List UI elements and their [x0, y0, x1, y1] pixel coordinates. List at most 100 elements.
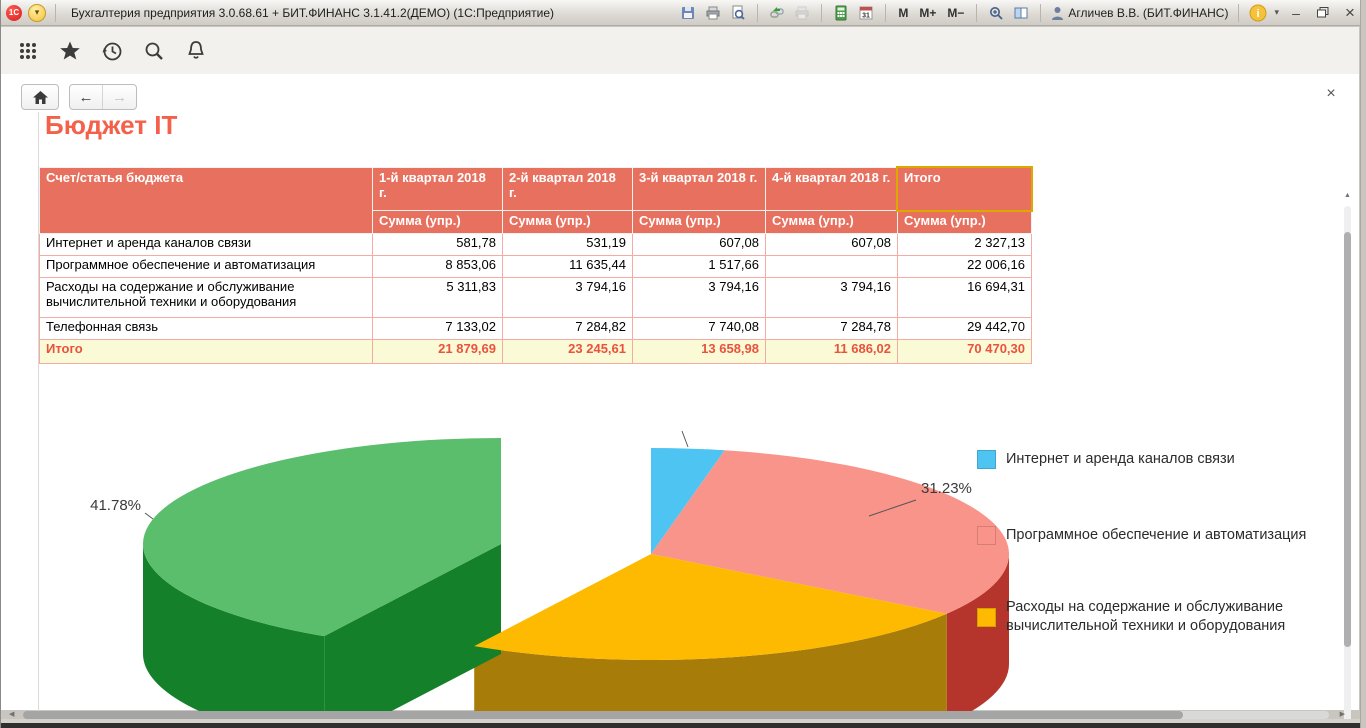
column-header-2[interactable]: 2-й квартал 2018 г. — [502, 167, 633, 211]
legend-swatch — [977, 450, 996, 470]
amount-cell[interactable]: 16 694,31 — [897, 277, 1032, 318]
scroll-up-arrow[interactable]: ▲ — [1344, 192, 1351, 199]
split-view-icon[interactable] — [1012, 4, 1030, 22]
pie-label-leader — [681, 430, 689, 448]
amount-cell[interactable]: 3 794,16 — [765, 277, 898, 318]
total-amount-cell[interactable]: 21 879,69 — [372, 339, 503, 364]
amount-cell[interactable]: 531,19 — [502, 233, 633, 256]
amount-cell[interactable]: 7 284,82 — [502, 317, 633, 340]
column-header-5[interactable]: Итого — [896, 166, 1034, 213]
budget-table-header: Счет/статья бюджета 1-й квартал 2018 г. 2… — [39, 166, 1034, 234]
amount-cell[interactable]: 5 311,83 — [372, 277, 503, 318]
amount-cell[interactable]: 3 794,16 — [632, 277, 766, 318]
apps-menu-icon[interactable] — [17, 40, 39, 62]
amount-cell[interactable]: 22 006,16 — [897, 255, 1032, 278]
pie-slice-side[interactable] — [474, 613, 947, 711]
scroll-right-arrow[interactable]: ▶ — [1339, 711, 1345, 718]
memory-m-minus-button[interactable]: M− — [947, 5, 965, 20]
amount-cell[interactable]: 3 794,16 — [502, 277, 633, 318]
horizontal-scroll-thumb[interactable] — [23, 711, 1183, 719]
row-label[interactable]: Расходы на содержание и обслуживание выч… — [39, 277, 373, 318]
total-label[interactable]: Итого — [39, 339, 373, 364]
home-icon — [32, 90, 48, 104]
amount-cell[interactable]: 11 635,44 — [502, 255, 633, 278]
current-user[interactable]: Агличев В.В. (БИТ.ФИНАНС) — [1051, 6, 1228, 20]
forward-button[interactable]: → — [112, 88, 127, 106]
sub-header-3[interactable]: Сумма (упр.) — [632, 210, 766, 234]
home-button[interactable] — [21, 84, 59, 110]
amount-cell[interactable]: 607,08 — [765, 233, 898, 256]
restore-button[interactable] — [1313, 5, 1333, 21]
window-bottom-border — [0, 719, 1366, 723]
amount-cell[interactable]: 7 133,02 — [372, 317, 503, 340]
budget-table: Счет/статья бюджета 1-й квартал 2018 г. 2… — [39, 166, 1034, 364]
legend-swatch — [977, 607, 996, 627]
row-label[interactable]: Телефонная связь — [39, 317, 373, 340]
pie-slice-cut-face[interactable] — [324, 544, 501, 711]
pie-slice-top[interactable] — [142, 438, 502, 637]
legend-swatch — [977, 526, 996, 546]
search-icon[interactable] — [143, 40, 165, 62]
amount-cell[interactable]: 29 442,70 — [897, 317, 1032, 340]
horizontal-scroll-track[interactable] — [23, 711, 1329, 719]
print-icon[interactable] — [704, 4, 722, 22]
sub-header-5[interactable]: Сумма (упр.) — [897, 210, 1032, 234]
sub-header-4[interactable]: Сумма (упр.) — [765, 210, 898, 234]
column-header-4[interactable]: 4-й квартал 2018 г. — [765, 167, 898, 211]
calculator-icon[interactable] — [832, 4, 850, 22]
separator — [885, 3, 887, 22]
pie-percent-label: 31.23% — [921, 480, 972, 497]
column-header-3[interactable]: 3-й квартал 2018 г. — [632, 167, 766, 211]
calendar-icon[interactable]: 31 — [857, 4, 875, 22]
export-link-icon[interactable] — [768, 4, 786, 22]
pie-slice-top[interactable] — [474, 554, 947, 660]
amount-cell[interactable]: 2 327,13 — [897, 233, 1032, 256]
info-icon[interactable]: i — [1249, 4, 1267, 22]
zoom-icon[interactable] — [987, 4, 1005, 22]
minimize-button[interactable]: – — [1292, 4, 1300, 21]
info-dropdown-arrow[interactable]: ▾ — [1274, 7, 1279, 17]
amount-cell[interactable]: 1 517,66 — [632, 255, 766, 278]
amount-cell[interactable]: 581,78 — [372, 233, 503, 256]
total-amount-cell[interactable]: 13 658,98 — [632, 339, 766, 364]
favorites-star-icon[interactable] — [59, 40, 81, 62]
row-label[interactable]: Программное обеспечение и автоматизация — [39, 255, 373, 278]
notifications-bell-icon[interactable] — [185, 40, 207, 62]
amount-cell[interactable]: 607,08 — [632, 233, 766, 256]
amount-cell[interactable] — [765, 255, 898, 278]
total-amount-cell[interactable]: 11 686,02 — [765, 339, 898, 364]
total-amount-cell[interactable]: 23 245,61 — [502, 339, 633, 364]
pie-slice-side[interactable] — [143, 544, 325, 711]
close-form-button[interactable]: × — [1326, 85, 1336, 102]
budget-pie-chart[interactable]: 3.3%31.23%41.78% — [40, 430, 1051, 711]
amount-cell[interactable]: 7 740,08 — [632, 317, 766, 340]
history-clock-icon[interactable] — [101, 40, 123, 62]
amount-cell[interactable]: 7 284,78 — [765, 317, 898, 340]
sub-header-2[interactable]: Сумма (упр.) — [502, 210, 633, 234]
corner-header-cell[interactable]: Счет/статья бюджета — [39, 167, 373, 234]
vertical-scrollbar: ▲ ▼ — [1343, 192, 1352, 728]
column-header-1[interactable]: 1-й квартал 2018 г. — [372, 167, 503, 211]
sub-header-1[interactable]: Сумма (упр.) — [372, 210, 503, 234]
pie-label-leader — [868, 499, 917, 517]
memory-m-button[interactable]: M — [898, 5, 909, 20]
vertical-scroll-thumb[interactable] — [1344, 232, 1351, 647]
back-button[interactable]: ← — [70, 85, 104, 109]
pie-slice-top[interactable] — [651, 448, 725, 554]
scroll-left-arrow[interactable]: ◀ — [9, 711, 15, 718]
legend-item: Программное обеспечение и автоматизация — [977, 526, 1306, 546]
user-icon — [1052, 6, 1064, 20]
print-preview-icon[interactable] — [729, 4, 747, 22]
close-window-button[interactable]: × — [1345, 2, 1355, 22]
main-menu-button[interactable]: ▾ — [28, 3, 46, 22]
row-label[interactable]: Интернет и аренда каналов связи — [39, 233, 373, 256]
table-row: Программное обеспечение и автоматизация 8… — [39, 255, 1032, 278]
pie-percent-label: 41.78% — [90, 497, 141, 514]
total-amount-cell[interactable]: 70 470,30 — [897, 339, 1032, 364]
save-icon[interactable] — [679, 4, 697, 22]
amount-cell[interactable]: 8 853,06 — [372, 255, 503, 278]
memory-m-plus-button[interactable]: M+ — [919, 5, 937, 20]
pie-slice-side[interactable] — [946, 554, 1009, 711]
pie-slice-top[interactable] — [651, 450, 1009, 614]
